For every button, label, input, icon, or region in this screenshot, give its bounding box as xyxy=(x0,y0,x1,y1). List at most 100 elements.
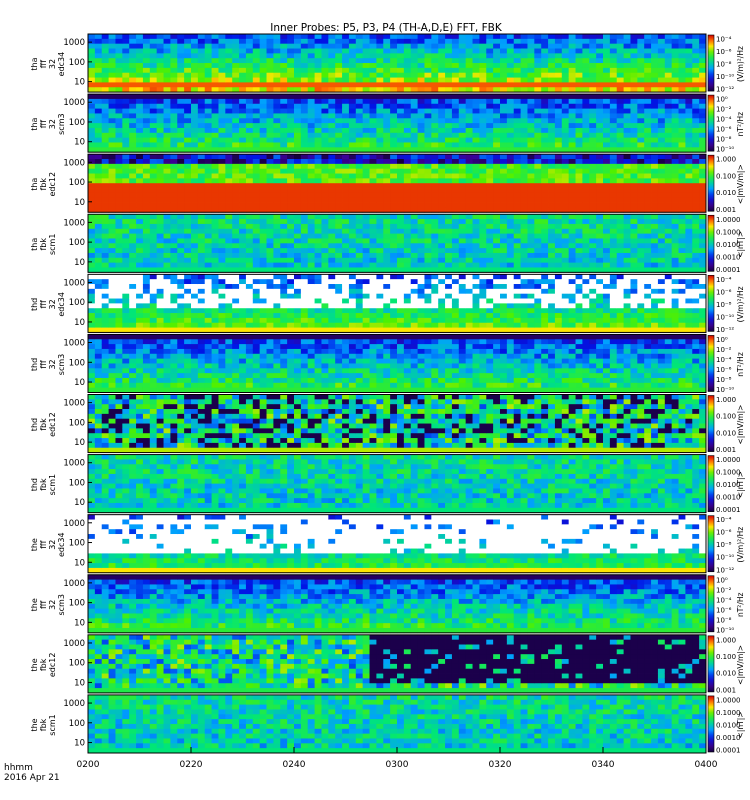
spectrogram-cell xyxy=(191,113,199,119)
spectrogram-cell xyxy=(266,262,274,268)
spectrogram-cell xyxy=(438,257,446,264)
spectrogram-cell xyxy=(527,183,535,189)
spectrogram-cell xyxy=(657,202,666,208)
spectrogram-cell xyxy=(397,202,405,208)
spectrogram-cell xyxy=(184,82,192,88)
spectrogram-cell xyxy=(403,192,412,199)
spectrogram-cell xyxy=(211,94,219,100)
spectrogram-cell xyxy=(458,63,467,69)
spectrogram-cell xyxy=(307,257,315,264)
spectrogram-cell xyxy=(451,34,460,40)
spectrogram-cell xyxy=(403,317,412,324)
spectrogram-cell xyxy=(520,43,528,49)
spectrogram-cell xyxy=(445,94,453,100)
spectrogram-cell xyxy=(685,267,693,273)
spectrogram-cell xyxy=(657,238,666,244)
spectrogram-cell xyxy=(417,267,425,273)
spectrogram-cell xyxy=(184,219,192,225)
spectrogram-cell xyxy=(307,298,315,304)
spectrogram-cell xyxy=(548,94,556,100)
spectrogram-cell xyxy=(410,178,418,184)
spectrogram-cell xyxy=(163,252,171,259)
spectrogram-cell xyxy=(259,238,267,244)
spectrogram-cell xyxy=(451,87,460,93)
spectrogram-cell xyxy=(465,188,473,194)
spectrogram-cell xyxy=(657,67,666,74)
spectrogram-cell xyxy=(101,313,109,319)
spectrogram-cell xyxy=(603,87,611,93)
spectrogram-cell xyxy=(239,238,247,244)
spectrogram-cell xyxy=(431,207,439,213)
spectrogram-cell xyxy=(177,98,185,105)
spectrogram-cell xyxy=(321,288,329,295)
spectrogram-cell xyxy=(245,274,254,280)
spectrogram-cell xyxy=(506,94,515,100)
spectrogram-cell xyxy=(479,173,487,179)
spectrogram-cell xyxy=(142,308,151,314)
spectrogram-cell xyxy=(472,262,480,268)
spectrogram-cell xyxy=(101,159,109,165)
spectrogram-cell xyxy=(136,207,144,213)
spectrogram-cell xyxy=(314,67,322,74)
spectrogram-cell xyxy=(623,113,631,119)
spectrogram-cell xyxy=(245,219,254,225)
spectrogram-cell xyxy=(184,163,192,170)
spectrogram-cell xyxy=(369,284,377,290)
spectrogram-cell xyxy=(348,72,357,78)
spectrogram-cell xyxy=(149,298,158,304)
spectrogram-cell xyxy=(465,94,473,100)
colorbar-label: <|mV/m|> xyxy=(736,164,745,204)
spectrogram-cell xyxy=(692,77,700,83)
spectrogram-cell xyxy=(554,252,563,259)
spectrogram-cell xyxy=(506,108,515,114)
spectrogram-cell xyxy=(637,72,645,78)
spectrogram-cell xyxy=(328,87,336,93)
spectrogram-cell xyxy=(197,67,206,74)
spectrogram-cell xyxy=(603,183,611,189)
spectrogram-cell xyxy=(88,118,96,124)
spectrogram-cell xyxy=(465,137,473,143)
spectrogram-cell xyxy=(458,94,467,100)
spectrogram-cell xyxy=(369,257,377,264)
spectrogram-cell xyxy=(342,77,350,83)
spectrogram-cell xyxy=(417,238,425,244)
spectrogram-cell xyxy=(136,113,144,119)
spectrogram-cell xyxy=(657,233,666,239)
spectrogram-cell xyxy=(568,87,576,93)
spectrogram-cell xyxy=(644,103,652,109)
spectrogram-cell xyxy=(664,77,673,83)
spectrogram-cell xyxy=(122,178,130,184)
spectrogram-cell xyxy=(472,53,480,59)
spectrogram-cell xyxy=(348,132,357,139)
spectrogram-cell xyxy=(513,219,521,225)
spectrogram-cell xyxy=(115,233,123,239)
spectrogram-cell xyxy=(534,87,542,93)
spectrogram-cell xyxy=(369,243,377,249)
spectrogram-cell xyxy=(513,178,521,184)
spectrogram-cell xyxy=(644,98,652,105)
spectrogram-cell xyxy=(232,188,240,194)
spectrogram-cell xyxy=(122,188,130,194)
spectrogram-cell xyxy=(390,322,398,328)
spectrogram-cell xyxy=(369,67,377,74)
spectrogram-cell xyxy=(197,118,206,124)
spectrogram-cell xyxy=(383,228,391,235)
spectrogram-cell xyxy=(184,267,192,273)
spectrogram-cell xyxy=(678,248,686,254)
spectrogram-cell xyxy=(191,168,199,174)
spectrogram-cell xyxy=(342,313,350,319)
spectrogram-cell xyxy=(671,163,679,170)
spectrogram-cell xyxy=(245,207,254,213)
spectrogram-cell xyxy=(630,223,638,230)
spectrogram-cell xyxy=(108,108,116,114)
spectrogram-cell xyxy=(149,127,158,134)
spectrogram-cell xyxy=(225,173,233,179)
spectrogram-cell xyxy=(300,53,309,59)
spectrogram-cell xyxy=(623,197,631,203)
spectrogram-cell xyxy=(225,252,233,259)
spectrogram-cell xyxy=(500,262,508,268)
spectrogram-cell xyxy=(328,72,336,78)
spectrogram-cell xyxy=(431,173,439,179)
spectrogram-cell xyxy=(582,154,590,160)
